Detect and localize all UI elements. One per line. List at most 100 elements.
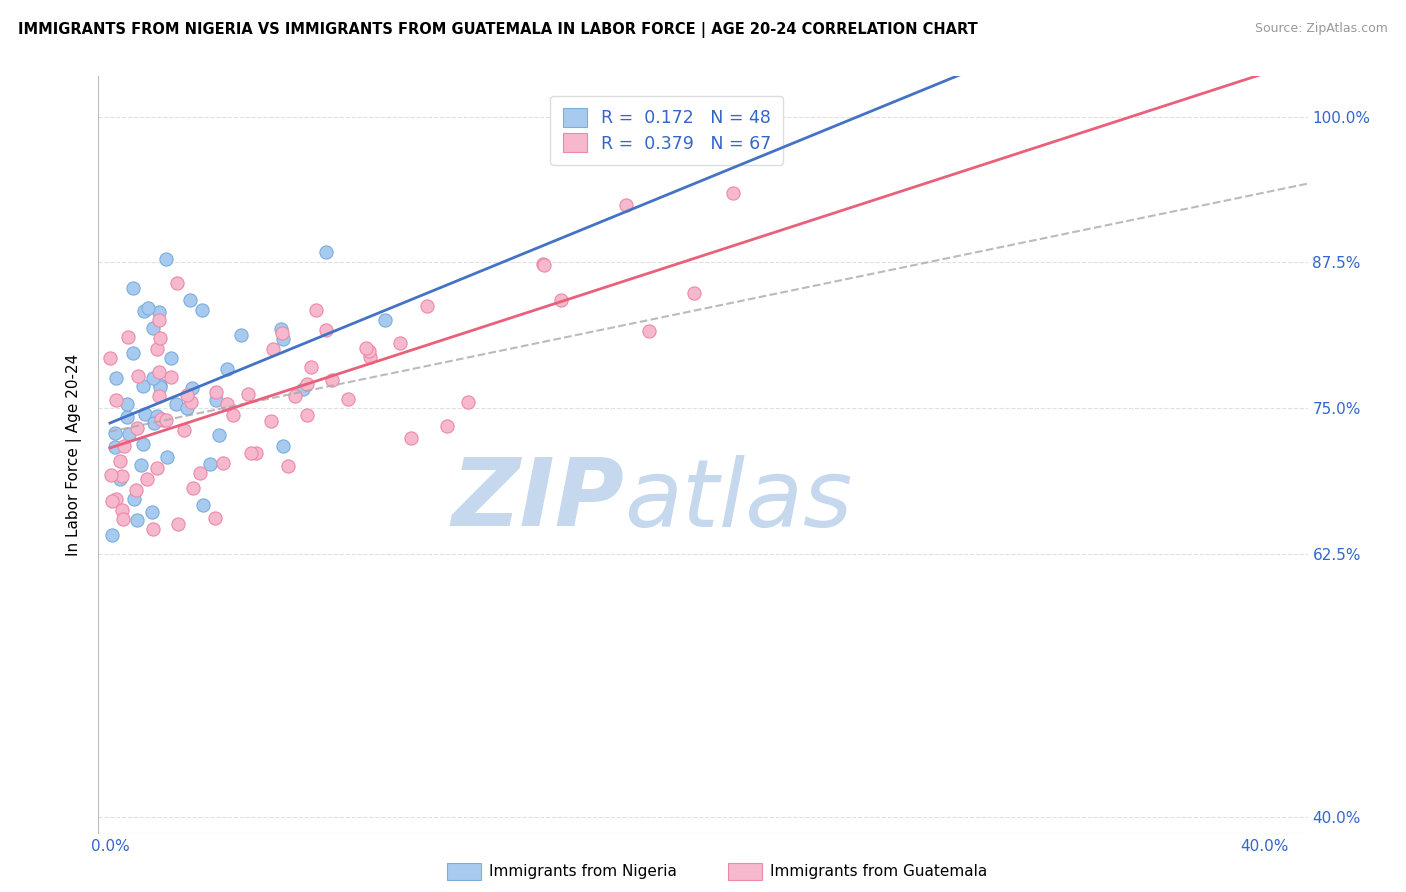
Point	[180, 395, 202, 409]
Point	[110, 468, 132, 483]
Point	[614, 198, 637, 212]
Point	[149, 331, 172, 345]
Point	[295, 376, 318, 391]
Point	[117, 330, 139, 344]
Point	[239, 446, 262, 460]
Point	[124, 492, 146, 507]
Point	[117, 409, 139, 424]
Point	[262, 342, 284, 356]
Point	[299, 360, 322, 375]
Point	[457, 395, 479, 409]
Text: IMMIGRANTS FROM NIGERIA VS IMMIGRANTS FROM GUATEMALA IN LABOR FORCE | AGE 20-24 : IMMIGRANTS FROM NIGERIA VS IMMIGRANTS FR…	[18, 22, 979, 38]
Point	[173, 423, 195, 437]
Point	[181, 380, 204, 394]
Point	[127, 513, 149, 527]
Text: Immigrants from Nigeria: Immigrants from Nigeria	[489, 864, 678, 879]
Point	[198, 457, 221, 471]
Point	[145, 414, 167, 428]
Point	[134, 408, 156, 422]
Point	[638, 324, 661, 338]
Point	[143, 416, 166, 430]
Point	[141, 522, 163, 536]
Point	[104, 426, 127, 441]
Point	[98, 351, 121, 365]
Point	[160, 369, 183, 384]
Legend: R =  0.172   N = 48, R =  0.379   N = 67: R = 0.172 N = 48, R = 0.379 N = 67	[550, 95, 783, 165]
Point	[148, 365, 170, 379]
Point	[416, 299, 439, 313]
Point	[436, 418, 458, 433]
Point	[215, 396, 238, 410]
Point	[100, 493, 122, 508]
Point	[176, 388, 198, 402]
Point	[155, 252, 177, 266]
Point	[190, 302, 212, 317]
Y-axis label: In Labor Force | Age 20-24: In Labor Force | Age 20-24	[66, 354, 83, 556]
Point	[146, 409, 169, 424]
Point	[148, 304, 170, 318]
Point	[100, 468, 122, 483]
Point	[205, 385, 228, 400]
Point	[132, 378, 155, 392]
Point	[273, 332, 295, 346]
Point	[167, 516, 190, 531]
Point	[176, 401, 198, 415]
Point	[166, 276, 188, 290]
Point	[259, 414, 281, 428]
Point	[292, 382, 315, 396]
Point	[135, 472, 157, 486]
Point	[148, 312, 170, 326]
Point	[149, 380, 172, 394]
Point	[131, 458, 153, 473]
Point	[110, 453, 132, 467]
Point	[533, 259, 555, 273]
Point	[149, 378, 172, 392]
Point	[132, 304, 155, 318]
Point	[150, 412, 173, 426]
Point	[110, 472, 132, 486]
Point	[181, 482, 204, 496]
Point	[148, 389, 170, 403]
Point	[321, 373, 343, 387]
Point	[121, 281, 143, 295]
Point	[165, 397, 187, 411]
Point	[204, 393, 226, 408]
Point	[359, 350, 381, 364]
Point	[101, 528, 124, 542]
Point	[155, 413, 177, 427]
Point	[550, 293, 572, 307]
Point	[132, 437, 155, 451]
Text: Source: ZipAtlas.com: Source: ZipAtlas.com	[1254, 22, 1388, 36]
Point	[374, 313, 396, 327]
Point	[111, 503, 134, 517]
Point	[142, 370, 165, 384]
Point	[160, 351, 183, 365]
Point	[270, 322, 292, 336]
Point	[118, 427, 141, 442]
Point	[212, 456, 235, 470]
Text: Immigrants from Guatemala: Immigrants from Guatemala	[770, 864, 988, 879]
Text: atlas: atlas	[624, 455, 852, 546]
Point	[231, 327, 253, 342]
Point	[305, 303, 328, 318]
Point	[146, 460, 169, 475]
Point	[104, 440, 127, 454]
Point	[115, 397, 138, 411]
Point	[399, 431, 422, 445]
Point	[112, 512, 135, 526]
Point	[683, 285, 706, 300]
Point	[336, 392, 359, 406]
Point	[315, 323, 337, 337]
Point	[146, 342, 169, 356]
Point	[125, 421, 148, 435]
Point	[277, 458, 299, 473]
Point	[531, 257, 554, 271]
Point	[389, 336, 412, 351]
Point	[222, 408, 245, 422]
Point	[104, 392, 127, 407]
Point	[208, 427, 231, 442]
Point	[721, 186, 744, 200]
Point	[271, 439, 294, 453]
Point	[217, 362, 239, 376]
Point	[127, 368, 149, 383]
